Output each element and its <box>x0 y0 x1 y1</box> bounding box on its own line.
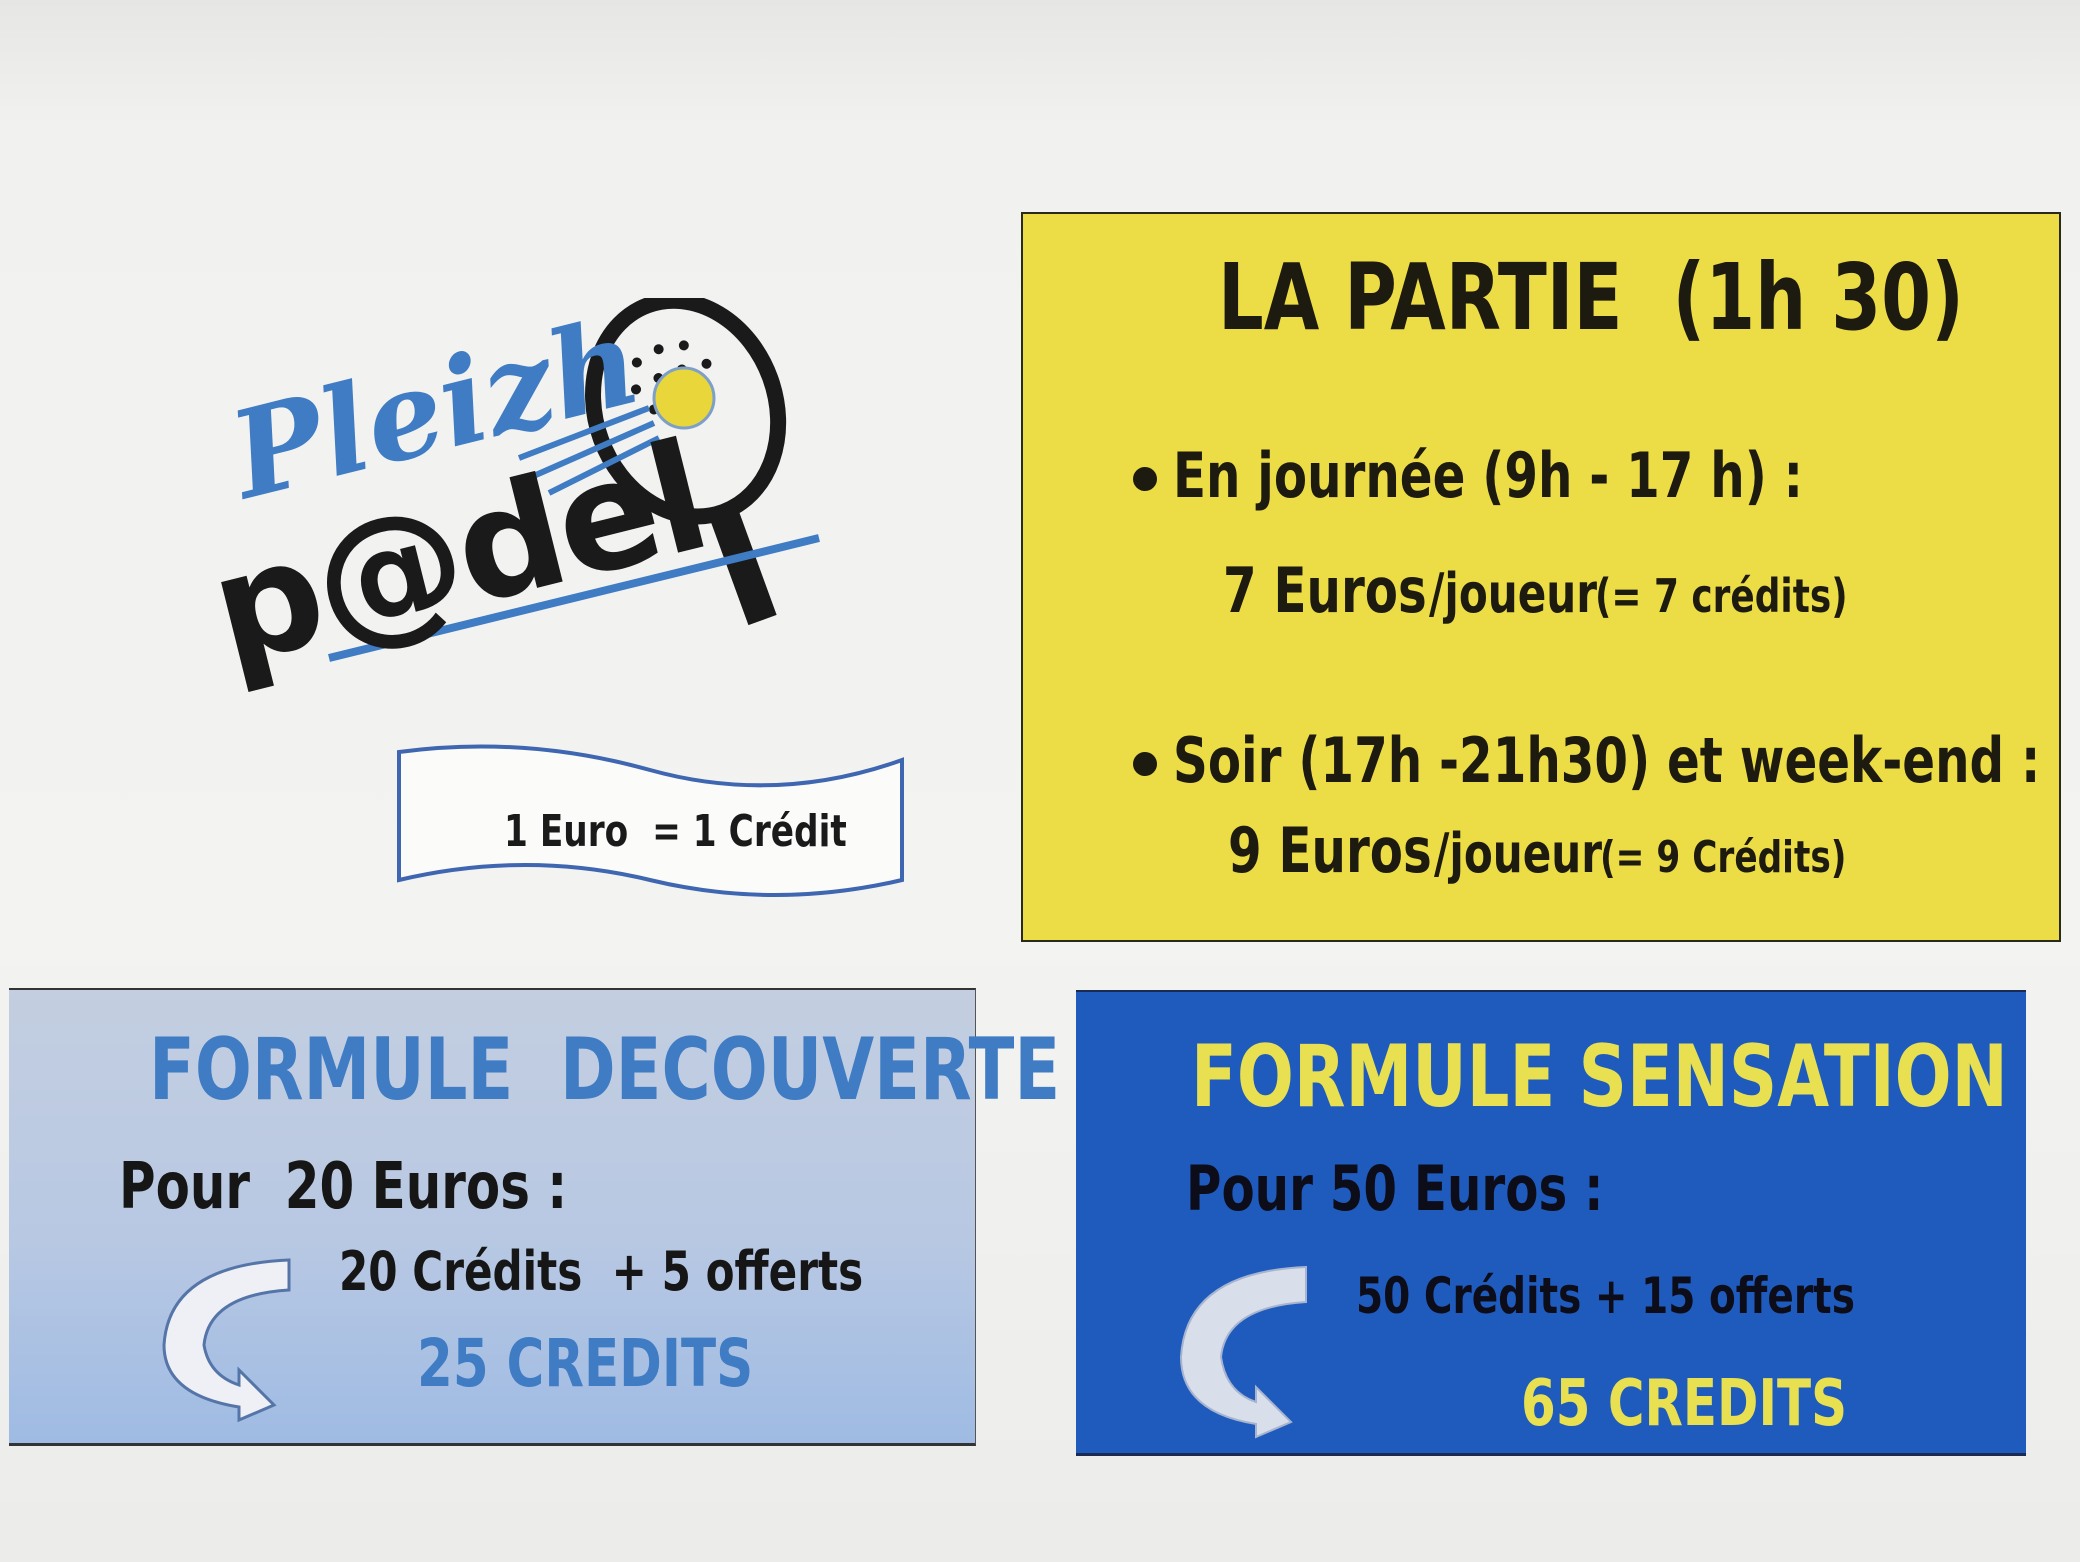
formule-sensation-panel: FORMULE SENSATION Pour 50 Euros : 50 Cré… <box>1076 990 2026 1456</box>
la-partie-title: LA PARTIE (1h 30) <box>1218 244 1964 351</box>
curved-arrow-icon <box>162 1258 291 1423</box>
daytime-price: 7 Euros /joueur (= 7 crédits) <box>1223 554 1919 627</box>
ball-icon <box>652 366 716 430</box>
evening-price-amount: 9 Euros <box>1228 814 1432 887</box>
evening-price: 9 Euros /joueur (= 9 Crédits) <box>1228 814 1916 887</box>
daytime-price-unit: /joueur <box>1429 562 1598 625</box>
wave-banner-shape <box>397 744 904 897</box>
la-partie-panel: LA PARTIE (1h 30) En journée (9h - 17 h)… <box>1021 212 2061 942</box>
decouverte-title: FORMULE DECOUVERTE <box>149 1020 1061 1120</box>
sensation-title: FORMULE SENSATION <box>1191 1027 2008 1127</box>
daytime-credits: (= 7 crédits) <box>1594 569 1848 623</box>
bullet-icon <box>1133 467 1157 491</box>
evening-price-unit: /joueur <box>1434 822 1603 885</box>
decouverte-total: 25 CREDITS <box>417 1325 754 1402</box>
evening-credits: (= 9 Crédits) <box>1599 832 1847 883</box>
evening-label: Soir (17h -21h30) et week-end : <box>1173 724 2041 797</box>
rate-text: 1 Euro = 1 Crédit <box>504 806 847 857</box>
sensation-detail: 50 Crédits + 15 offerts <box>1356 1267 1855 1325</box>
sensation-total: 65 CREDITS <box>1521 1367 1848 1441</box>
rate-banner: 1 Euro = 1 Crédit <box>394 740 906 906</box>
sensation-price: Pour 50 Euros : <box>1186 1152 1604 1225</box>
decouverte-detail: 20 Crédits + 5 offerts <box>339 1240 864 1303</box>
daytime-price-amount: 7 Euros <box>1223 554 1427 627</box>
pleizh-padel-logo: Pleizh p@del <box>195 290 879 718</box>
decouverte-price: Pour 20 Euros : <box>119 1150 568 1224</box>
bullet-icon <box>1133 752 1157 776</box>
formule-decouverte-panel: FORMULE DECOUVERTE Pour 20 Euros : 20 Cr… <box>9 988 1060 1446</box>
curved-arrow-icon <box>1179 1265 1307 1439</box>
daytime-label: En journée (9h - 17 h) : <box>1173 439 1804 512</box>
padel-racket-icon <box>328 292 820 662</box>
